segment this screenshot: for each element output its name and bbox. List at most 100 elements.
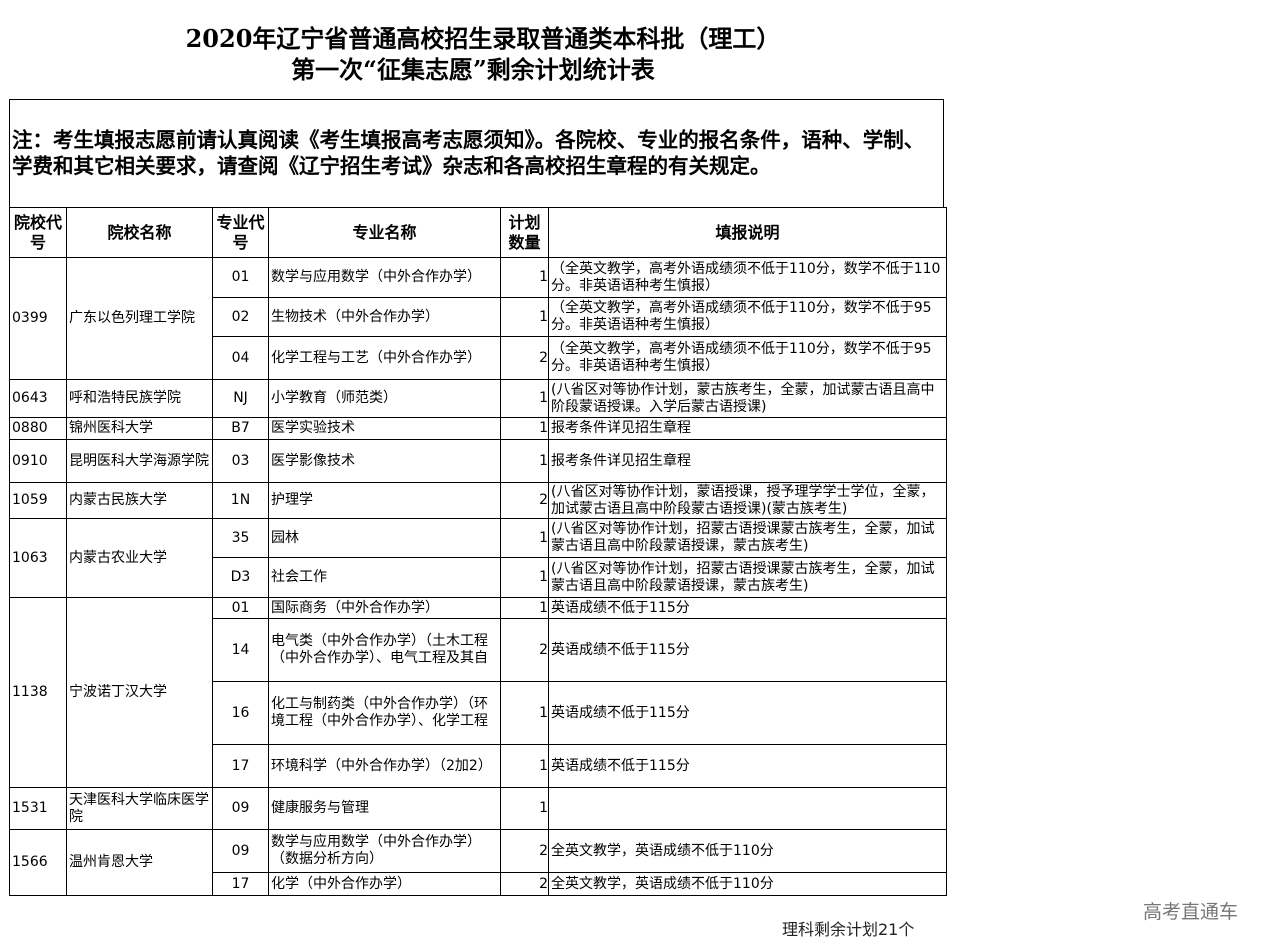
plan-count: 2 <box>500 872 549 896</box>
major-code: 01 <box>212 597 269 619</box>
school-code: 0399 <box>9 257 67 380</box>
major-code: 02 <box>212 297 269 337</box>
major-name: 护理学 <box>268 482 501 519</box>
plan-count: 1 <box>500 518 549 558</box>
major-code: 17 <box>212 872 269 896</box>
school-code: 0910 <box>9 439 67 483</box>
table-row: 17 环境科学（中外合作办学）（2加2） 1 英语成绩不低于115分 <box>10 744 947 788</box>
remarks: 英语成绩不低于115分 <box>548 744 947 788</box>
table-row: 0910 昆明医科大学海源学院 03 医学影像技术 1 报考条件详见招生章程 <box>9 439 947 483</box>
major-code: 03 <box>212 439 269 483</box>
remarks: 英语成绩不低于115分 <box>548 597 947 619</box>
school-code: 1531 <box>9 787 67 830</box>
school-name: 呼和浩特民族学院 <box>66 379 213 418</box>
remarks: （全英文教学，高考外语成绩须不低于110分，数学不低于95分。非英语语种考生慎报… <box>548 336 947 380</box>
plan-count: 1 <box>500 597 549 619</box>
major-code: 09 <box>212 829 269 873</box>
school-name: 锦州医科大学 <box>66 417 213 440</box>
major-name: 小学教育（师范类） <box>268 379 501 418</box>
major-name: 国际商务（中外合作办学） <box>268 597 501 619</box>
major-code: 04 <box>212 336 269 380</box>
major-name: 医学实验技术 <box>268 417 501 440</box>
table-row: 1531 天津医科大学临床医学院 09 健康服务与管理 1 <box>9 787 947 830</box>
plan-count: 2 <box>500 336 549 380</box>
remarks: (八省区对等协作计划，蒙古族考生，全蒙，加试蒙古语且高中阶段蒙语授课。入学后蒙古… <box>548 379 947 418</box>
major-name: 数学与应用数学（中外合作办学）（数据分析方向） <box>268 829 501 873</box>
major-name: 社会工作 <box>268 557 501 598</box>
remarks: 报考条件详见招生章程 <box>548 439 947 483</box>
table-row: 0399 广东以色列理工学院 01 数学与应用数学（中外合作办学） 1 （全英文教学，高考… <box>9 257 947 380</box>
major-code: B7 <box>212 417 269 440</box>
header-major-code: 专业代号 <box>212 207 269 258</box>
major-code: 16 <box>212 681 269 745</box>
plan-count: 2 <box>500 618 549 682</box>
remaining-plan-table: 院校代号 院校名称 专业代号 专业名称 计划数量 填报说明 0399 广东以色列理… <box>9 207 947 896</box>
table-row: 0643 呼和浩特民族学院 NJ 小学教育（师范类） 1 (八省区对等协作计划，蒙古族考生… <box>9 379 947 418</box>
watermark: 高考直通车 <box>1143 901 1239 923</box>
table-row: 1566 温州肯恩大学 09 数学与应用数学（中外合作办学）（数据分析方向） 2 全英文教… <box>9 829 947 896</box>
remarks: 全英文教学，英语成绩不低于110分 <box>548 829 947 873</box>
plan-count: 1 <box>500 744 549 788</box>
major-code: 1N <box>212 482 269 519</box>
major-code: 35 <box>212 518 269 558</box>
plan-count: 1 <box>500 557 549 598</box>
plan-count: 1 <box>500 439 549 483</box>
remarks <box>548 787 947 830</box>
major-name: 化工与制药类（中外合作办学）（环境工程（中外合作办学）、化学工程 <box>268 681 501 745</box>
total-remaining: 理科剩余计划21个 <box>782 920 915 939</box>
major-code: 17 <box>212 744 269 788</box>
school-name: 昆明医科大学海源学院 <box>66 439 213 483</box>
remarks: 报考条件详见招生章程 <box>548 417 947 440</box>
school-code: 0880 <box>9 417 67 440</box>
page-subtitle: 第一次“征集志愿”剩余计划统计表 <box>291 55 655 84</box>
plan-count: 1 <box>500 417 549 440</box>
header-plan-count: 计划数量 <box>500 207 549 258</box>
school-code: 1566 <box>9 829 67 896</box>
remarks: 全英文教学，英语成绩不低于110分 <box>548 872 947 896</box>
major-name: 园林 <box>268 518 501 558</box>
school-name: 内蒙古民族大学 <box>66 482 213 519</box>
remarks: （全英文教学，高考外语成绩须不低于110分，数学不低于95分。非英语语种考生慎报… <box>548 297 947 337</box>
school-name: 内蒙古农业大学 <box>66 518 213 598</box>
major-code: 14 <box>212 618 269 682</box>
major-name: 生物技术（中外合作办学） <box>268 297 501 337</box>
remarks: 英语成绩不低于115分 <box>548 681 947 745</box>
plan-count: 2 <box>500 829 549 873</box>
header-remarks: 填报说明 <box>548 207 947 258</box>
school-name: 温州肯恩大学 <box>66 829 213 896</box>
remarks: (八省区对等协作计划，招蒙古语授课蒙古族考生，全蒙，加试蒙古语且高中阶段蒙语授课… <box>548 557 947 598</box>
notice-text: 注：考生填报志愿前请认真阅读《考生填报高考志愿须知》。各院校、专业的报名条件，语… <box>12 128 925 178</box>
plan-count: 1 <box>500 257 549 298</box>
table-row: 0880 锦州医科大学 B7 医学实验技术 1 报考条件详见招生章程 <box>9 417 947 440</box>
table-row: D3 社会工作 1 (八省区对等协作计划，招蒙古语授课蒙古族考生，全蒙，加试蒙古语且高… <box>10 557 947 598</box>
major-name: 化学（中外合作办学） <box>268 872 501 896</box>
major-code: NJ <box>212 379 269 418</box>
school-code: 1138 <box>9 597 67 788</box>
remarks: (八省区对等协作计划，蒙语授课，授予理学学士学位，全蒙，加试蒙古语且高中阶段蒙古… <box>548 482 947 519</box>
table-header-row: 院校代号 院校名称 专业代号 专业名称 计划数量 填报说明 <box>9 207 947 258</box>
table-row: 14 电气类（中外合作办学）（土木工程（中外合作办学）、电气工程及其自 2 英语成绩不… <box>10 618 947 682</box>
major-name: 医学影像技术 <box>268 439 501 483</box>
school-code: 1063 <box>9 518 67 598</box>
school-code: 1059 <box>9 482 67 519</box>
table-row: 16 化工与制药类（中外合作办学）（环境工程（中外合作办学）、化学工程 1 英语成绩不… <box>10 681 947 745</box>
school-code: 0643 <box>9 379 67 418</box>
page-title: 2020年辽宁省普通高校招生录取普通类本科批（理工） <box>185 24 781 53</box>
plan-count: 2 <box>500 482 549 519</box>
major-name: 电气类（中外合作办学）（土木工程（中外合作办学）、电气工程及其自 <box>268 618 501 682</box>
school-name: 宁波诺丁汉大学 <box>66 597 213 788</box>
header-school-code: 院校代号 <box>9 207 67 258</box>
major-name: 健康服务与管理 <box>268 787 501 830</box>
plan-count: 1 <box>500 681 549 745</box>
plan-count: 1 <box>500 379 549 418</box>
major-name: 环境科学（中外合作办学）（2加2） <box>268 744 501 788</box>
major-code: 01 <box>212 257 269 298</box>
table-row: 1063 内蒙古农业大学 35 园林 1 (八省区对等协作计划，招蒙古语授课蒙古族考生，全… <box>9 518 947 598</box>
school-name: 广东以色列理工学院 <box>66 257 213 380</box>
plan-count: 1 <box>500 787 549 830</box>
table-row: 1138 宁波诺丁汉大学 01 国际商务（中外合作办学） 1 英语成绩不低于115分 <box>9 597 947 788</box>
remarks: (八省区对等协作计划，招蒙古语授课蒙古族考生，全蒙，加试蒙古语且高中阶段蒙语授课… <box>548 518 947 558</box>
header-school-name: 院校名称 <box>66 207 213 258</box>
major-name: 化学工程与工艺（中外合作办学） <box>268 336 501 380</box>
remarks: 英语成绩不低于115分 <box>548 618 947 682</box>
